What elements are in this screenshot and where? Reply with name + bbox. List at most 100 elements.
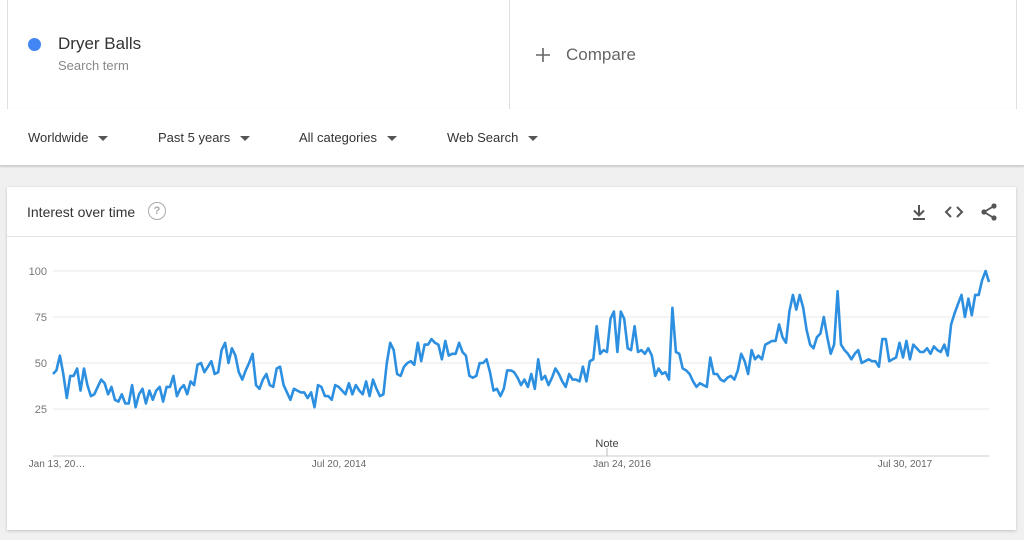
data-point[interactable] [319, 385, 323, 389]
data-point[interactable] [261, 378, 265, 382]
data-point[interactable] [79, 389, 83, 393]
data-point[interactable] [171, 374, 175, 378]
data-point[interactable] [340, 389, 344, 393]
data-point[interactable] [237, 370, 241, 374]
data-point[interactable] [932, 344, 936, 348]
data-point[interactable] [216, 370, 220, 374]
data-point[interactable] [612, 310, 616, 314]
data-point[interactable] [843, 348, 847, 352]
data-point[interactable] [103, 381, 107, 385]
data-point[interactable] [443, 339, 447, 343]
data-point[interactable] [96, 385, 100, 389]
data-point[interactable] [51, 372, 55, 376]
data-point[interactable] [447, 354, 451, 358]
data-point[interactable] [550, 376, 554, 380]
data-point[interactable] [299, 390, 303, 394]
data-point[interactable] [495, 387, 499, 391]
data-point[interactable] [915, 346, 919, 350]
category-dropdown[interactable]: All categories [299, 130, 398, 145]
data-point[interactable] [141, 387, 145, 391]
data-point[interactable] [836, 289, 840, 293]
data-point[interactable] [873, 359, 877, 363]
data-point[interactable] [557, 372, 561, 376]
data-point[interactable] [698, 381, 702, 385]
data-point[interactable] [61, 372, 65, 376]
data-point[interactable] [777, 322, 781, 326]
data-point[interactable] [908, 357, 912, 361]
data-point[interactable] [540, 378, 544, 382]
data-point[interactable] [942, 343, 946, 347]
data-point[interactable] [433, 341, 437, 345]
data-point[interactable] [522, 378, 526, 382]
data-point[interactable] [615, 350, 619, 354]
data-point[interactable] [326, 394, 330, 398]
data-point[interactable] [254, 383, 258, 387]
data-point[interactable] [110, 385, 114, 389]
data-point[interactable] [884, 337, 888, 341]
data-point[interactable] [151, 398, 155, 402]
data-point[interactable] [743, 359, 747, 363]
data-point[interactable] [856, 348, 860, 352]
data-point[interactable] [726, 376, 730, 380]
data-point[interactable] [646, 346, 650, 350]
data-point[interactable] [794, 308, 798, 312]
data-point[interactable] [168, 385, 172, 389]
data-point[interactable] [619, 310, 623, 314]
data-point[interactable] [935, 348, 939, 352]
data-point[interactable] [488, 370, 492, 374]
share-icon[interactable] [978, 201, 1000, 223]
data-point[interactable] [939, 350, 943, 354]
data-point[interactable] [502, 387, 506, 391]
data-point[interactable] [282, 383, 286, 387]
data-point[interactable] [285, 390, 289, 394]
data-point[interactable] [247, 361, 251, 365]
data-point[interactable] [829, 352, 833, 356]
data-point[interactable] [560, 379, 564, 383]
data-point[interactable] [791, 293, 795, 297]
download-icon[interactable] [908, 201, 930, 223]
data-point[interactable] [371, 378, 375, 382]
data-point[interactable] [209, 359, 213, 363]
data-point[interactable] [309, 390, 313, 394]
data-point[interactable] [516, 376, 520, 380]
data-point[interactable] [657, 367, 661, 371]
data-point[interactable] [653, 374, 657, 378]
data-point[interactable] [867, 357, 871, 361]
data-point[interactable] [392, 348, 396, 352]
data-point[interactable] [629, 348, 633, 352]
data-point[interactable] [295, 389, 299, 393]
data-point[interactable] [264, 372, 268, 376]
data-point[interactable] [980, 278, 984, 282]
data-point[interactable] [739, 352, 743, 356]
data-point[interactable] [344, 392, 348, 396]
data-point[interactable] [922, 350, 926, 354]
data-point[interactable] [278, 365, 282, 369]
data-point[interactable] [454, 352, 458, 356]
data-point[interactable] [127, 402, 131, 406]
data-point[interactable] [251, 352, 255, 356]
data-point[interactable] [388, 341, 392, 345]
data-point[interactable] [509, 368, 513, 372]
data-point[interactable] [130, 383, 134, 387]
data-point[interactable] [584, 379, 588, 383]
data-point[interactable] [588, 359, 592, 363]
data-point[interactable] [701, 383, 705, 387]
data-point[interactable] [798, 293, 802, 297]
data-point[interactable] [526, 385, 530, 389]
data-point[interactable] [894, 356, 898, 360]
data-point[interactable] [333, 383, 337, 387]
data-point[interactable] [732, 378, 736, 382]
data-point[interactable] [808, 343, 812, 347]
data-point[interactable] [815, 335, 819, 339]
data-point[interactable] [223, 341, 227, 345]
data-point[interactable] [268, 383, 272, 387]
data-point[interactable] [767, 341, 771, 345]
data-point[interactable] [185, 392, 189, 396]
data-point[interactable] [196, 363, 200, 367]
data-point[interactable] [436, 343, 440, 347]
data-point[interactable] [175, 394, 179, 398]
data-point[interactable] [681, 367, 685, 371]
data-point[interactable] [756, 354, 760, 358]
data-point[interactable] [426, 343, 430, 347]
data-point[interactable] [512, 370, 516, 374]
